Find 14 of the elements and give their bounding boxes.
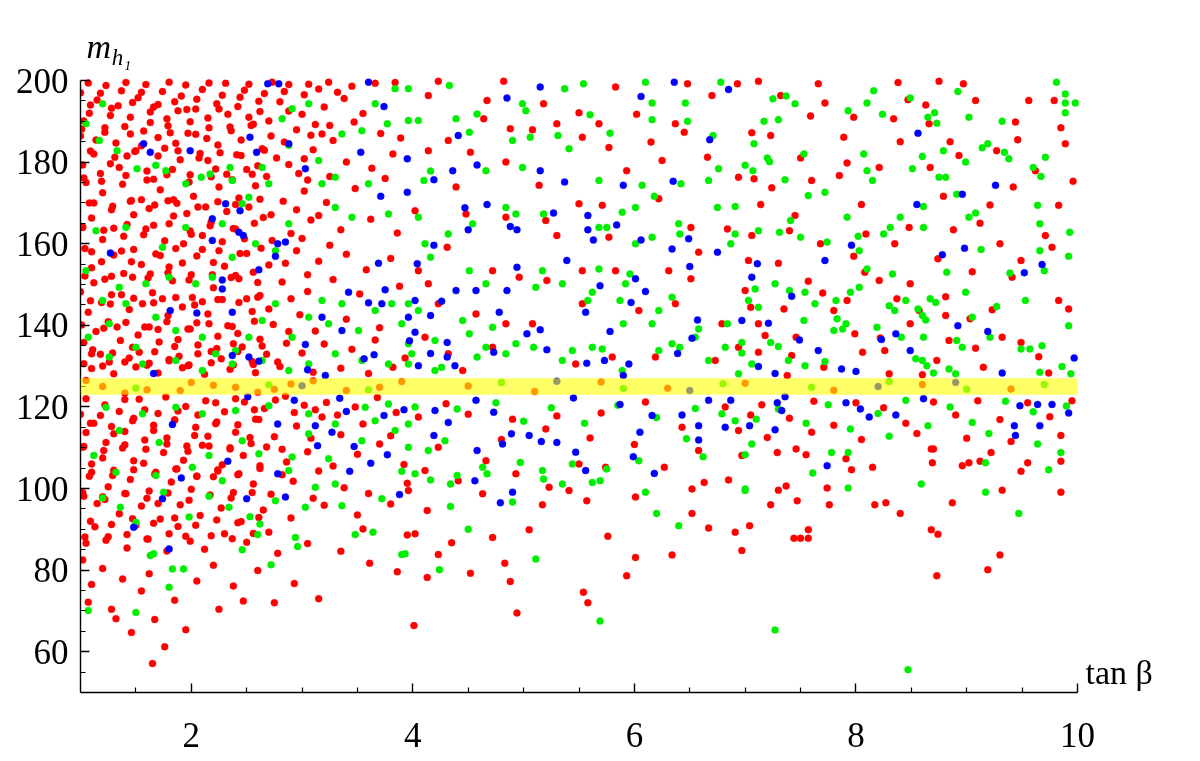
x-axis-title: tan β <box>1085 654 1153 691</box>
y-tick-label: 60 <box>33 632 69 672</box>
x-tick-label: 4 <box>404 715 422 755</box>
y-tick-label: 120 <box>16 387 69 427</box>
x-tick-label: 8 <box>847 715 865 755</box>
x-tick-label: 10 <box>1060 715 1095 755</box>
y-tick-label: 180 <box>16 143 69 183</box>
y-tick-label: 80 <box>33 551 69 591</box>
x-tick-label: 2 <box>182 715 201 755</box>
y-tick-label: 160 <box>16 224 69 264</box>
y-tick-label: 100 <box>16 469 69 509</box>
y-tick-label: 140 <box>16 306 69 346</box>
x-tick-label: 6 <box>625 715 644 755</box>
y-tick-label: 200 <box>16 61 69 101</box>
